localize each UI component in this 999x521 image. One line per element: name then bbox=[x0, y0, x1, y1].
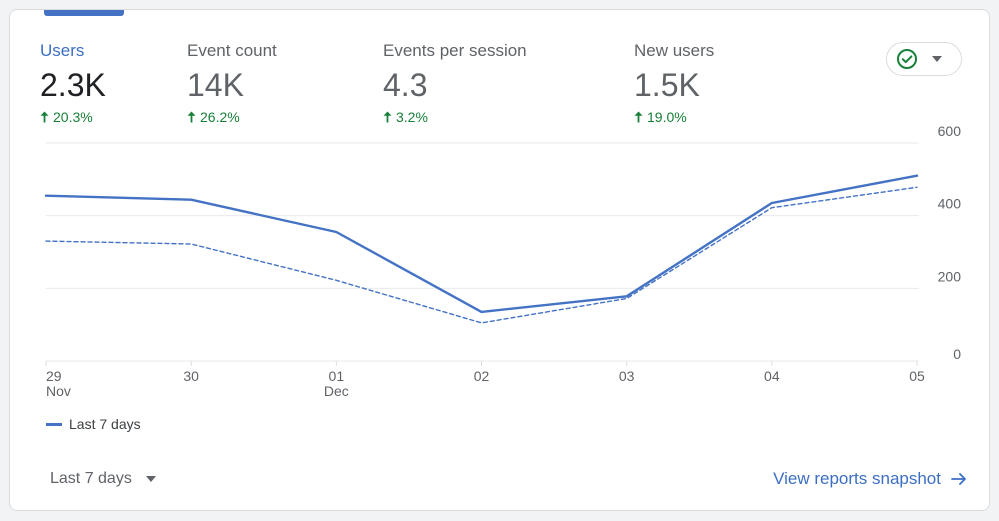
metric-label: Event count bbox=[187, 41, 277, 60]
metric-value: 1.5K bbox=[634, 67, 700, 103]
x-tick-label: 29 bbox=[46, 368, 62, 384]
metric-change-value: 19.0% bbox=[647, 109, 687, 125]
legend-swatch bbox=[46, 422, 62, 426]
selected-metric-indicator bbox=[44, 10, 124, 16]
series-line-comparison bbox=[45, 186, 918, 324]
date-range-label: Last 7 days bbox=[50, 470, 132, 487]
x-tick-label: 03 bbox=[619, 368, 635, 384]
metric-users[interactable]: Users 2.3K 20.3% bbox=[40, 40, 106, 126]
metric-change: 3.2% bbox=[383, 108, 527, 126]
x-tick-label: 30 bbox=[183, 368, 199, 384]
metric-change: 20.3% bbox=[40, 108, 106, 126]
users-overview-card: Users 2.3K 20.3% Event count 14K 26.2% E… bbox=[9, 9, 990, 511]
caret-down-icon bbox=[145, 476, 156, 482]
metric-event-count[interactable]: Event count 14K 26.2% bbox=[187, 40, 277, 126]
arrow-up-icon bbox=[634, 111, 643, 123]
metric-label: Users bbox=[40, 41, 85, 60]
metric-value: 2.3K bbox=[40, 67, 106, 103]
view-reports-snapshot-link[interactable]: View reports snapshot bbox=[773, 469, 967, 489]
metric-label: Events per session bbox=[383, 41, 527, 60]
series-line-last-7-days bbox=[44, 174, 919, 314]
y-tick-label: 600 bbox=[938, 123, 962, 139]
metric-change-value: 3.2% bbox=[396, 109, 428, 125]
metric-label: New users bbox=[634, 41, 715, 60]
date-range-dropdown[interactable]: Last 7 days bbox=[50, 470, 156, 488]
y-tick-label: 200 bbox=[938, 268, 962, 284]
metric-value: 4.3 bbox=[383, 67, 428, 103]
arrow-up-icon bbox=[383, 111, 392, 123]
x-tick-label: 02 bbox=[474, 368, 490, 384]
y-tick-label: 400 bbox=[938, 196, 962, 212]
caret-down-icon bbox=[932, 56, 942, 62]
metric-change-value: 26.2% bbox=[200, 109, 240, 125]
link-label: View reports snapshot bbox=[773, 469, 941, 488]
status-dropdown-button[interactable] bbox=[886, 42, 962, 76]
x-tick-label: 05 bbox=[909, 368, 925, 384]
check-circle-icon bbox=[897, 49, 917, 69]
metric-events-per-session[interactable]: Events per session 4.3 3.2% bbox=[383, 40, 527, 126]
metric-value: 14K bbox=[187, 67, 244, 103]
arrow-up-icon bbox=[40, 111, 49, 123]
legend-label: Last 7 days bbox=[69, 416, 141, 432]
x-tick-label: 04 bbox=[764, 368, 780, 384]
chart-legend: Last 7 days bbox=[46, 416, 141, 432]
arrow-right-icon bbox=[951, 473, 966, 485]
metric-change-value: 20.3% bbox=[53, 109, 93, 125]
arrow-up-icon bbox=[187, 111, 196, 123]
metric-change: 19.0% bbox=[634, 108, 714, 126]
metric-new-users[interactable]: New users 1.5K 19.0% bbox=[634, 40, 714, 126]
metric-change: 26.2% bbox=[187, 108, 277, 126]
x-tick-month-label: Nov bbox=[46, 383, 71, 399]
y-tick-label: 0 bbox=[953, 346, 961, 362]
x-tick-month-label: Dec bbox=[324, 383, 349, 399]
x-tick-label: 01 bbox=[329, 368, 345, 384]
